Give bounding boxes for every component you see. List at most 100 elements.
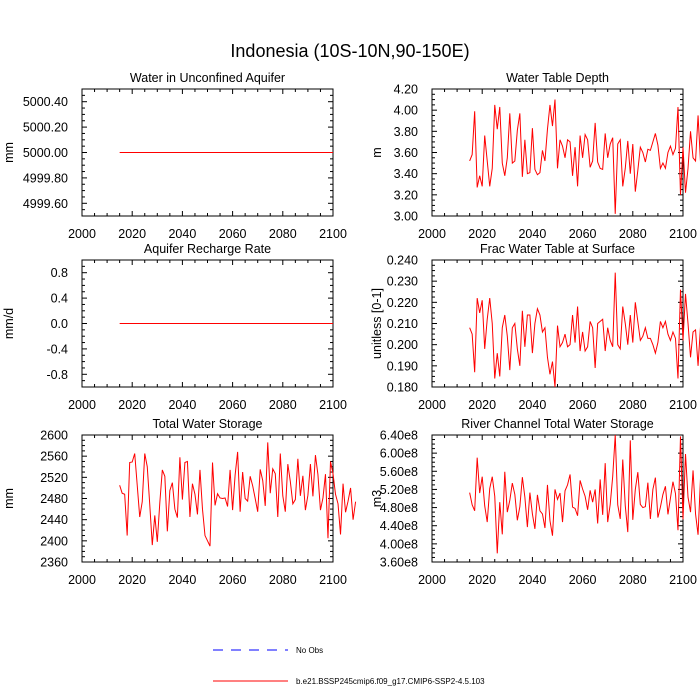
chart-panel-p1: Water in Unconfined Aquifer mm 2000 2020 204…	[2, 71, 347, 241]
y-tick-label: 2480	[40, 492, 68, 506]
y-axis-label: mm	[2, 488, 16, 509]
x-tick-label: 2000	[68, 573, 96, 587]
y-tick-label: -0.8	[46, 368, 68, 382]
x-tick-label: 2080	[269, 398, 297, 412]
legend-obs-label: No Obs	[296, 646, 323, 655]
y-tick-label: 4999.60	[23, 197, 68, 211]
x-tick-label: 2000	[418, 398, 446, 412]
chart-title: River Channel Total Water Storage	[461, 417, 654, 431]
y-tick-label: 4.40e8	[380, 519, 418, 533]
chart-panel-p3: Aquifer Recharge Rate mm/d 2000 2020 2040 206…	[2, 242, 347, 412]
y-tick-label: 2520	[40, 471, 68, 485]
y-tick-label: 0.240	[387, 254, 418, 268]
y-tick-label: 2360	[40, 556, 68, 570]
y-axis-label: mm	[2, 142, 16, 163]
y-tick-label: 3.60	[394, 146, 418, 160]
y-tick-label: 5000.00	[23, 146, 68, 160]
series-line-model	[469, 434, 700, 554]
plot-frame	[431, 88, 684, 217]
y-tick-label: 5000.40	[23, 95, 68, 109]
legend: No Obs b.e21.BSSP245cmip6.f09_g17.CMIP6-…	[213, 646, 485, 686]
y-tick-label: 0.220	[387, 296, 418, 310]
x-tick-label: 2040	[168, 573, 196, 587]
y-tick-label: 3.00	[394, 210, 418, 224]
chart-panel-p6: River Channel Total Water Storage m3 2000 2…	[370, 417, 700, 587]
x-tick-label: 2000	[68, 227, 96, 241]
y-tick-label: 6.40e8	[380, 429, 418, 443]
x-tick-label: 2100	[319, 573, 347, 587]
y-tick-label: 0.8	[51, 266, 68, 280]
y-tick-label: 3.60e8	[380, 556, 418, 570]
y-tick-label: 5.20e8	[380, 483, 418, 497]
x-tick-label: 2020	[118, 573, 146, 587]
x-tick-label: 2080	[619, 227, 647, 241]
y-tick-label: 5.60e8	[380, 465, 418, 479]
x-tick-label: 2020	[468, 398, 496, 412]
x-tick-label: 2060	[219, 573, 247, 587]
chart-title: Frac Water Table at Surface	[480, 242, 635, 256]
figure-title: Indonesia (10S-10N,90-150E)	[230, 41, 469, 61]
y-axis-label: unitless [0-1]	[370, 288, 384, 359]
chart-panel-p4: Frac Water Table at Surface unitless [0-1…	[370, 242, 700, 412]
series-line-model	[119, 442, 357, 547]
x-tick-label: 2020	[118, 398, 146, 412]
y-tick-label: 2600	[40, 429, 68, 443]
y-tick-label: 0.4	[51, 292, 68, 306]
y-tick-label: -0.4	[46, 342, 68, 356]
x-tick-label: 2100	[669, 573, 697, 587]
chart-title: Total Water Storage	[152, 417, 262, 431]
chart-title: Water in Unconfined Aquifer	[130, 71, 285, 85]
x-tick-label: 2060	[219, 398, 247, 412]
x-tick-label: 2000	[418, 227, 446, 241]
x-tick-label: 2040	[168, 398, 196, 412]
y-tick-label: 0.210	[387, 317, 418, 331]
x-tick-label: 2100	[669, 227, 697, 241]
series-line-model	[469, 99, 700, 214]
legend-model-label: b.e21.BSSP245cmip6.f09_g17.CMIP6-SSP2-4.…	[296, 677, 485, 686]
y-tick-label: 3.20	[394, 188, 418, 202]
y-tick-label: 0.230	[387, 275, 418, 289]
x-tick-label: 2020	[118, 227, 146, 241]
y-tick-label: 4.00e8	[380, 537, 418, 551]
chart-title: Aquifer Recharge Rate	[144, 242, 271, 256]
y-tick-label: 2440	[40, 513, 68, 527]
chart-title: Water Table Depth	[506, 71, 609, 85]
x-tick-label: 2060	[219, 227, 247, 241]
x-tick-label: 2060	[569, 398, 597, 412]
x-tick-label: 2040	[518, 398, 546, 412]
x-tick-label: 2060	[569, 573, 597, 587]
x-tick-label: 2080	[269, 573, 297, 587]
y-axis-label: mm/d	[2, 308, 16, 339]
y-tick-label: 0.200	[387, 338, 418, 352]
x-tick-label: 2040	[518, 227, 546, 241]
x-tick-label: 2060	[569, 227, 597, 241]
x-tick-label: 2080	[269, 227, 297, 241]
y-tick-label: 2400	[40, 534, 68, 548]
x-tick-label: 2100	[669, 398, 697, 412]
x-tick-label: 2000	[418, 573, 446, 587]
y-axis-label: m3	[370, 490, 384, 507]
x-tick-label: 2100	[319, 227, 347, 241]
y-tick-label: 4.20	[394, 83, 418, 97]
x-tick-label: 2020	[468, 227, 496, 241]
y-tick-label: 5000.20	[23, 121, 68, 135]
x-tick-label: 2080	[619, 398, 647, 412]
y-tick-label: 0.190	[387, 359, 418, 373]
panels-group: Water in Unconfined Aquifer mm 2000 2020 204…	[2, 71, 700, 587]
x-tick-label: 2020	[468, 573, 496, 587]
chart-panel-p5: Total Water Storage mm 2000 2020 2040 2060 208…	[2, 417, 357, 587]
y-tick-label: 2560	[40, 450, 68, 464]
y-tick-label: 6.00e8	[380, 447, 418, 461]
x-tick-label: 2040	[518, 573, 546, 587]
y-axis-label: m	[370, 147, 384, 157]
y-tick-label: 4999.80	[23, 171, 68, 185]
y-tick-label: 0.180	[387, 381, 418, 395]
x-tick-label: 2040	[168, 227, 196, 241]
y-tick-label: 3.80	[394, 125, 418, 139]
x-tick-label: 2080	[619, 573, 647, 587]
x-tick-label: 2000	[68, 398, 96, 412]
y-tick-label: 0.0	[51, 317, 68, 331]
y-tick-label: 4.00	[394, 104, 418, 118]
y-tick-label: 3.40	[394, 167, 418, 181]
